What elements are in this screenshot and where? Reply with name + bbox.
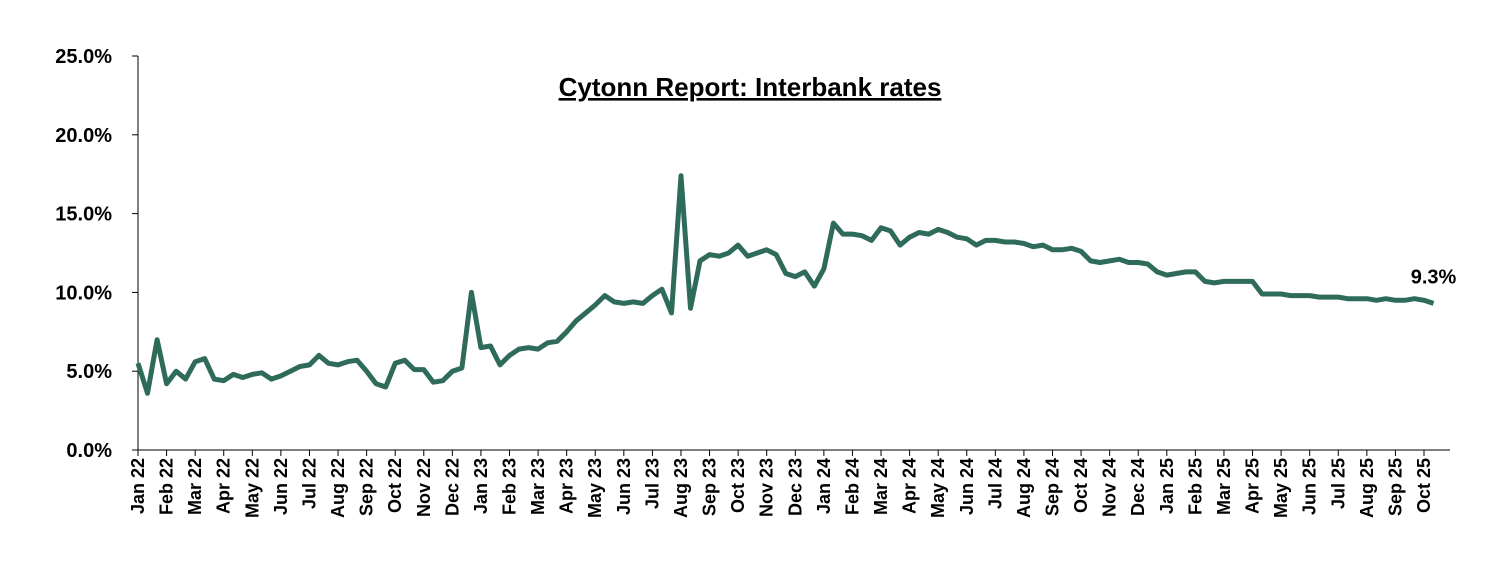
x-tick-label: May 25 <box>1271 458 1291 518</box>
x-tick-label: Aug 23 <box>671 458 691 518</box>
x-tick-label: Jun 25 <box>1300 458 1320 515</box>
x-tick-label: Oct 24 <box>1071 458 1091 513</box>
x-tick-label: Oct 23 <box>728 458 748 513</box>
x-tick-label: Sep 25 <box>1385 458 1405 516</box>
x-tick-label: Feb 23 <box>500 458 520 515</box>
x-tick-label: Mar 22 <box>185 458 205 515</box>
y-tick-label: 10.0% <box>55 282 112 304</box>
x-tick-label: Aug 25 <box>1357 458 1377 518</box>
x-tick-label: Mar 24 <box>871 458 891 515</box>
x-tick-label: Feb 24 <box>842 458 862 515</box>
y-tick-label: 20.0% <box>55 125 112 147</box>
y-tick-label: 0.0% <box>66 440 112 462</box>
x-tick-label: Nov 23 <box>757 458 777 517</box>
y-tick-label: 25.0% <box>55 46 112 68</box>
x-tick-label: Dec 23 <box>785 458 805 516</box>
data-label: 9.3% <box>1411 266 1457 288</box>
x-tick-label: Apr 23 <box>557 458 577 514</box>
x-tick-label: Nov 24 <box>1100 458 1120 517</box>
x-tick-label: Jul 25 <box>1328 458 1348 509</box>
x-tick-label: Dec 24 <box>1128 458 1148 516</box>
x-tick-label: Apr 25 <box>1243 458 1263 514</box>
x-tick-label: Jun 23 <box>614 458 634 515</box>
x-tick-label: Jan 22 <box>128 458 148 514</box>
x-tick-label: Apr 24 <box>900 458 920 514</box>
x-tick-label: Sep 23 <box>700 458 720 516</box>
x-tick-label: Apr 22 <box>214 458 234 514</box>
x-tick-label: Jul 24 <box>985 458 1005 509</box>
x-tick-label: Sep 24 <box>1042 458 1062 516</box>
x-tick-label: Aug 24 <box>1014 458 1034 518</box>
x-tick-label: Feb 22 <box>157 458 177 515</box>
x-tick-label: Mar 25 <box>1214 458 1234 515</box>
x-tick-label: May 24 <box>928 458 948 518</box>
y-tick-label: 5.0% <box>66 361 112 383</box>
x-tick-label: Feb 25 <box>1185 458 1205 515</box>
x-tick-label: Jun 24 <box>957 458 977 515</box>
x-tick-label: Dec 22 <box>442 458 462 516</box>
x-tick-label: Oct 22 <box>385 458 405 513</box>
x-tick-label: May 23 <box>585 458 605 518</box>
line <box>135 173 1435 396</box>
x-tick-label: Nov 22 <box>414 458 434 517</box>
x-tick-label: Aug 22 <box>328 458 348 518</box>
x-tick-label: Mar 23 <box>528 458 548 515</box>
x-tick-label: Jan 25 <box>1157 458 1177 514</box>
x-tick-label: Jul 23 <box>642 458 662 509</box>
x-tick-label: Oct 25 <box>1414 458 1434 513</box>
x-tick-label: May 22 <box>242 458 262 518</box>
x-tick-label: Jun 22 <box>271 458 291 515</box>
x-tick-label: Sep 22 <box>357 458 377 516</box>
x-tick-label: Jul 22 <box>299 458 319 509</box>
x-tick-label: Jan 23 <box>471 458 491 514</box>
x-tick-label: Jan 24 <box>814 458 834 514</box>
y-tick-label: 15.0% <box>55 204 112 226</box>
chart-title: Cytonn Report: Interbank rates <box>559 72 942 102</box>
